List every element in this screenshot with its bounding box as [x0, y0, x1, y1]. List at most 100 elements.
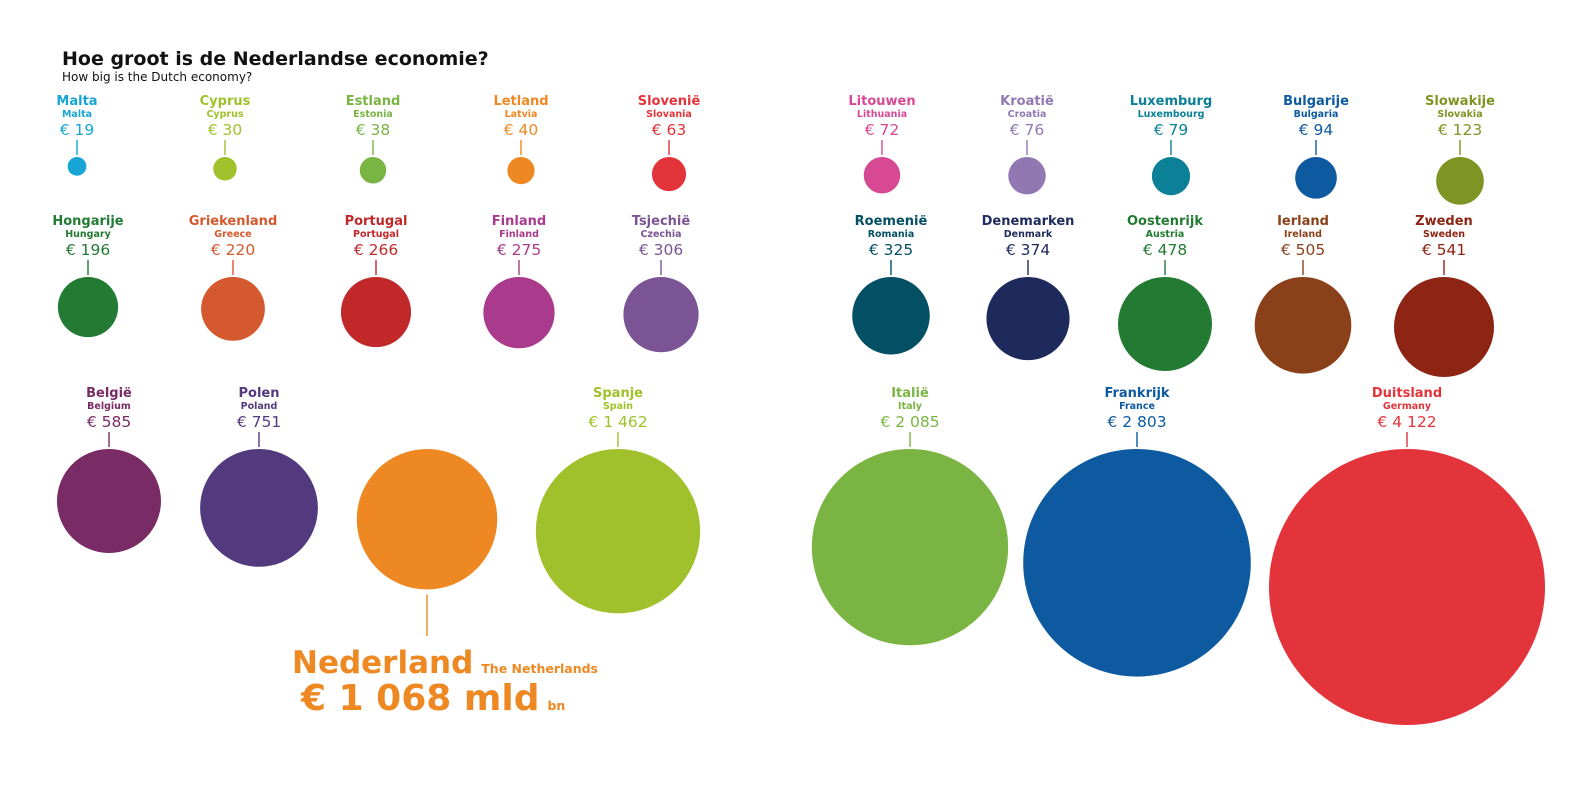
- country-name-austria: Oostenrijk: [1127, 214, 1203, 229]
- bubble-portugal: [340, 277, 412, 348]
- country-name-romania: Roemenië: [855, 214, 928, 229]
- bubble-latvia: [507, 157, 535, 185]
- chart-subtitle: How big is the Dutch economy?: [62, 70, 252, 84]
- bubble-belgium: [57, 449, 161, 553]
- country-name-en-france: France: [1119, 401, 1155, 412]
- bubble-lithuania: [863, 157, 901, 194]
- country-value-germany: € 4 122: [1377, 413, 1436, 431]
- country-value-portugal: € 266: [354, 241, 398, 259]
- country-value-sweden: € 541: [1422, 241, 1466, 259]
- country-name-en-italy: Italy: [898, 401, 923, 412]
- country-name-en-poland: Poland: [241, 401, 278, 412]
- country-name-denmark: Denemarken: [982, 214, 1075, 229]
- bubble-poland: [200, 449, 318, 567]
- bubble-croatia: [1008, 157, 1046, 195]
- country-name-en-malta: Malta: [62, 109, 92, 120]
- country-value-latvia: € 40: [504, 121, 539, 139]
- country-value-italy: € 2 085: [880, 413, 939, 431]
- country-name-germany: Duitsland: [1372, 386, 1442, 401]
- country-name-en-slovania: Slovania: [646, 109, 692, 120]
- country-value-slovania: € 63: [652, 121, 687, 139]
- country-name-portugal: Portugal: [345, 214, 408, 229]
- country-value-finland: € 275: [497, 241, 541, 259]
- bubble-romania: [852, 277, 930, 355]
- country-value-ireland: € 505: [1281, 241, 1325, 259]
- country-name-en-cyprus: Cyprus: [206, 109, 243, 120]
- netherlands-name-label: Nederland The Netherlands: [292, 645, 598, 681]
- country-name-en-croatia: Croatia: [1008, 109, 1047, 120]
- netherlands-name: Nederland: [292, 645, 473, 681]
- country-name-luxembourg: Luxemburg: [1130, 94, 1213, 109]
- country-value-czechia: € 306: [639, 241, 683, 259]
- bubble-bulgaria: [1295, 157, 1337, 199]
- bubble-finland: [483, 277, 555, 349]
- country-name-finland: Finland: [492, 214, 546, 229]
- country-value-greece: € 220: [211, 241, 255, 259]
- bubble-the-netherlands: [356, 449, 498, 590]
- bubble-france: [1023, 449, 1251, 677]
- country-value-spain: € 1 462: [588, 413, 647, 431]
- bubble-czechia: [623, 277, 699, 353]
- country-name-en-ireland: Ireland: [1284, 229, 1322, 240]
- bubble-ireland: [1254, 277, 1352, 374]
- country-value-denmark: € 374: [1006, 241, 1050, 259]
- country-value-malta: € 19: [60, 121, 95, 139]
- country-name-slovania: Slovenië: [638, 94, 701, 109]
- bubble-slovakia: [1436, 157, 1484, 205]
- country-name-en-bulgaria: Bulgaria: [1294, 109, 1339, 120]
- country-name-croatia: Kroatië: [1000, 94, 1054, 109]
- country-value-austria: € 478: [1143, 241, 1187, 259]
- netherlands-name-en: The Netherlands: [481, 661, 598, 676]
- country-value-bulgaria: € 94: [1299, 121, 1334, 139]
- country-value-lithuania: € 72: [865, 121, 900, 139]
- country-name-poland: Polen: [239, 386, 280, 401]
- country-name-ireland: Ierland: [1277, 214, 1329, 229]
- bubble-italy: [811, 448, 1009, 646]
- bubble-sweden: [1394, 277, 1494, 377]
- country-name-en-greece: Greece: [214, 229, 251, 240]
- country-name-en-denmark: Denmark: [1004, 229, 1053, 240]
- bubble-malta: [67, 157, 87, 176]
- country-name-en-estonia: Estonia: [353, 109, 393, 120]
- bubble-estonia: [359, 157, 387, 184]
- chart-title: Hoe groot is de Nederlandse economie?: [62, 48, 489, 70]
- country-name-sweden: Zweden: [1415, 214, 1473, 229]
- country-name-en-belgium: Belgium: [87, 401, 131, 412]
- country-name-hungary: Hongarije: [52, 214, 123, 229]
- country-name-czechia: Tsjechië: [632, 214, 691, 229]
- country-value-slovakia: € 123: [1438, 121, 1482, 139]
- country-name-italy: Italië: [891, 386, 929, 401]
- bubble-denmark: [986, 277, 1070, 361]
- country-name-en-romania: Romania: [868, 229, 915, 240]
- country-name-en-hungary: Hungary: [65, 229, 111, 240]
- country-name-france: Frankrijk: [1104, 386, 1169, 401]
- country-value-croatia: € 76: [1010, 121, 1045, 139]
- country-name-en-sweden: Sweden: [1423, 229, 1465, 240]
- country-name-en-latvia: Latvia: [505, 109, 538, 120]
- country-name-malta: Malta: [56, 94, 97, 109]
- bubble-germany: [1269, 449, 1545, 725]
- bubble-cyprus: [213, 157, 237, 181]
- bubble-austria: [1118, 277, 1212, 371]
- netherlands-value: € 1 068 mld: [300, 678, 539, 719]
- country-name-cyprus: Cyprus: [200, 94, 251, 109]
- country-value-hungary: € 196: [66, 241, 110, 259]
- country-name-en-lithuania: Lithuania: [857, 109, 907, 120]
- country-value-belgium: € 585: [87, 413, 131, 431]
- bubble-hungary: [57, 277, 119, 338]
- country-name-spain: Spanje: [593, 386, 643, 401]
- country-name-en-luxembourg: Luxembourg: [1138, 109, 1205, 120]
- bubble-spain: [535, 448, 701, 614]
- country-name-en-austria: Austria: [1146, 229, 1185, 240]
- bubble-luxembourg: [1151, 157, 1191, 196]
- country-value-cyprus: € 30: [208, 121, 243, 139]
- country-name-en-germany: Germany: [1383, 401, 1432, 412]
- netherlands-unit-en: bn: [547, 698, 565, 713]
- country-value-poland: € 751: [237, 413, 281, 431]
- country-value-romania: € 325: [869, 241, 913, 259]
- country-name-en-spain: Spain: [603, 401, 633, 412]
- country-name-belgium: België: [86, 386, 132, 401]
- bubble-greece: [201, 277, 265, 341]
- country-value-france: € 2 803: [1107, 413, 1166, 431]
